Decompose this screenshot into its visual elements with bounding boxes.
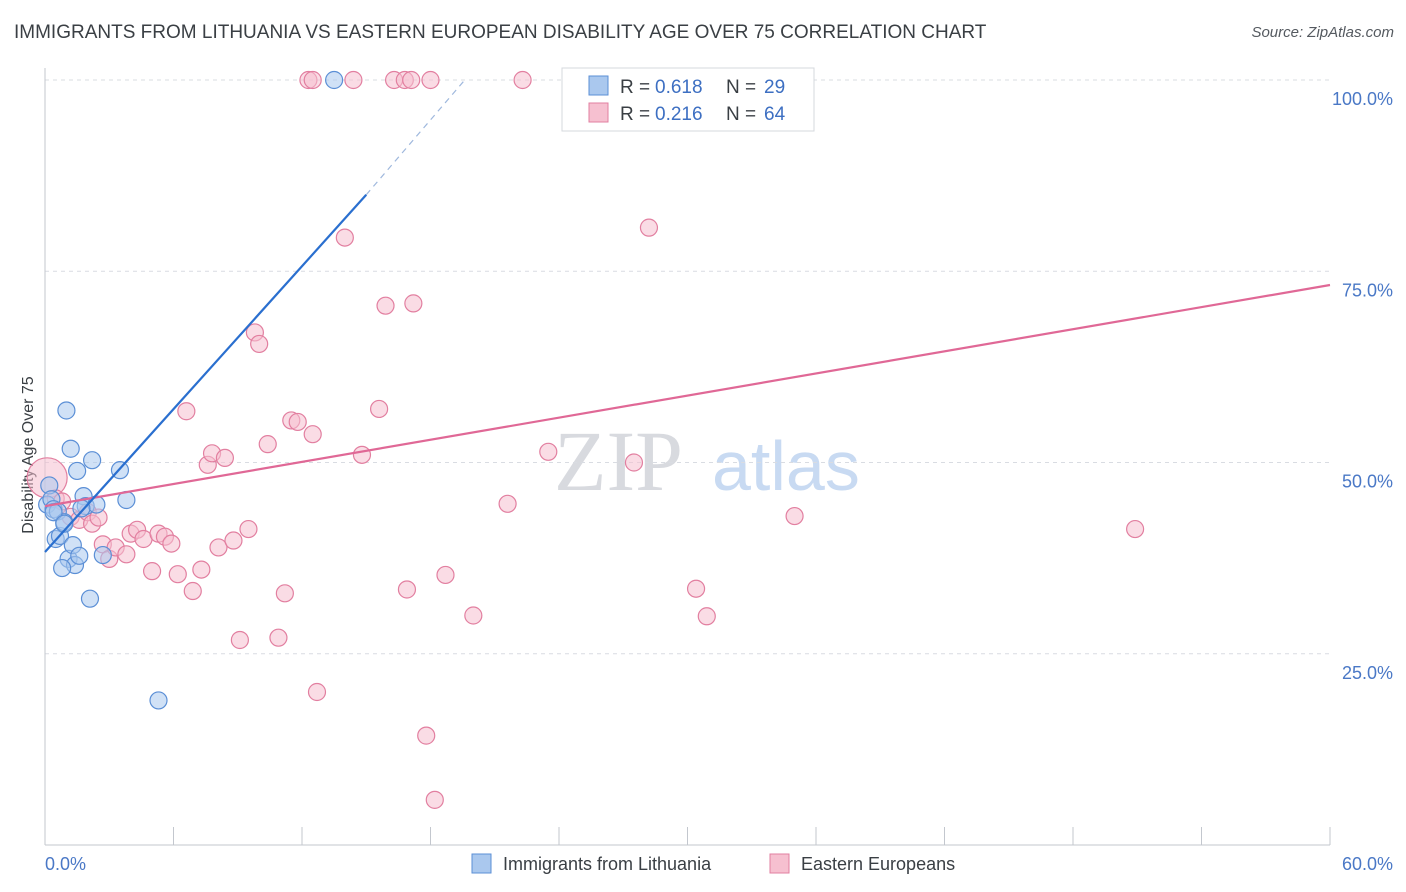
legend-swatch-blue: [588, 75, 609, 96]
y-tick-label-100: 100.0%: [1332, 89, 1393, 109]
eastern-point-38: [307, 682, 327, 702]
eastern-point-19: [168, 565, 187, 584]
eastern-point-43: [352, 445, 372, 464]
legend-r-value-blue: 0.618: [655, 77, 703, 98]
eastern-point-45: [376, 296, 395, 315]
lithuania-point-10: [61, 439, 80, 458]
eastern-point-58: [539, 442, 558, 461]
chart-title: IMMIGRANTS FROM LITHUANIA VS EASTERN EUR…: [14, 22, 987, 43]
bottom-legend-swatch-lithuania: [471, 853, 492, 874]
eastern-point-54: [436, 565, 455, 585]
series-legend: Immigrants from Lithuania Eastern Europe…: [471, 853, 955, 874]
x-tick-label-min: 0.0%: [45, 854, 86, 874]
eastern-point-64: [1126, 519, 1145, 539]
lithuania-point-13: [68, 461, 87, 481]
watermark-zip: ZIP: [554, 413, 683, 509]
eastern-point-33: [269, 628, 288, 647]
legend-r-value-pink: 0.216: [655, 104, 703, 125]
watermark-atlas: atlas: [712, 427, 860, 505]
eastern-point-18: [162, 534, 181, 553]
legend-n-value-pink: 64: [764, 104, 786, 125]
eastern-point-51: [417, 726, 436, 745]
trend-line-lithuania: [44, 194, 368, 553]
legend-n-label-pink: N =: [726, 104, 756, 125]
bottom-legend-eastern: Eastern Europeans: [801, 854, 955, 874]
eastern-point-21: [183, 581, 202, 601]
eastern-point-34: [275, 584, 294, 603]
eastern-point-55: [464, 606, 483, 625]
eastern-point-28: [230, 630, 249, 650]
eastern-point-36: [288, 412, 307, 432]
eastern-point-53: [425, 790, 444, 809]
lithuania-point-20: [93, 545, 112, 565]
eastern-point-40: [303, 70, 322, 90]
lithuania-point-23: [149, 691, 168, 710]
trend-lines: [44, 79, 1331, 553]
series-eastern-europeans-points: [26, 70, 1145, 809]
eastern-point-48: [397, 580, 417, 599]
legend-n-label-blue: N =: [726, 77, 756, 98]
trend-line-eastern: [44, 283, 1331, 508]
eastern-point-50: [404, 294, 423, 313]
bottom-legend-lithuania: Immigrants from Lithuania: [503, 854, 712, 874]
eastern-point-49: [402, 70, 421, 90]
y-tick-label-25: 25.0%: [1342, 663, 1393, 683]
gridlines: [45, 79, 1330, 655]
legend-swatch-pink: [588, 102, 609, 123]
eastern-point-25: [209, 538, 228, 557]
y-axis-title: Disability Age Over 75: [20, 376, 37, 534]
lithuania-point-17: [80, 589, 100, 608]
axes: [44, 68, 1330, 846]
chart-source: Source: ZipAtlas.com: [1251, 24, 1394, 41]
lithuania-point-14: [70, 546, 89, 565]
eastern-point-20: [177, 402, 196, 421]
eastern-point-44: [370, 399, 389, 419]
correlation-legend: R = 0.618 N = 29 R = 0.216 N = 64: [561, 67, 815, 132]
eastern-point-61: [686, 579, 706, 598]
eastern-point-15: [142, 562, 162, 581]
y-tick-label-75: 75.0%: [1342, 280, 1393, 300]
x-ticks: [44, 827, 1331, 845]
legend-r-label-blue: R =: [620, 77, 650, 98]
lithuania-point-18: [83, 451, 102, 470]
series-lithuania-points: [38, 70, 344, 710]
lithuania-point-8: [57, 401, 76, 420]
eastern-point-59: [624, 453, 644, 472]
eastern-point-27: [224, 531, 243, 550]
trend-line-lithuania-extension: [365, 79, 466, 196]
eastern-point-41: [335, 228, 354, 247]
eastern-point-37: [303, 425, 322, 444]
bottom-legend-swatch-eastern: [769, 853, 790, 874]
eastern-point-11: [117, 545, 136, 564]
lithuania-point-26: [72, 499, 91, 518]
eastern-point-52: [421, 70, 440, 90]
y-tick-labels: 25.0% 50.0% 75.0% 100.0%: [1332, 89, 1393, 683]
eastern-point-29: [239, 519, 258, 539]
eastern-point-22: [192, 560, 211, 579]
eastern-point-60: [639, 218, 659, 237]
x-tick-label-max: 60.0%: [1342, 854, 1393, 874]
eastern-point-31: [250, 334, 269, 354]
lithuania-point-24: [325, 70, 344, 90]
eastern-point-63: [785, 506, 804, 526]
eastern-point-62: [697, 607, 716, 626]
eastern-point-26: [215, 448, 234, 468]
legend-n-value-blue: 29: [764, 77, 785, 98]
eastern-point-57: [513, 70, 532, 90]
lithuania-point-25: [53, 558, 72, 578]
eastern-point-56: [498, 494, 517, 513]
eastern-point-32: [258, 435, 277, 454]
y-tick-label-50: 50.0%: [1342, 472, 1393, 492]
legend-r-label-pink: R =: [620, 104, 650, 125]
eastern-point-42: [344, 70, 363, 90]
